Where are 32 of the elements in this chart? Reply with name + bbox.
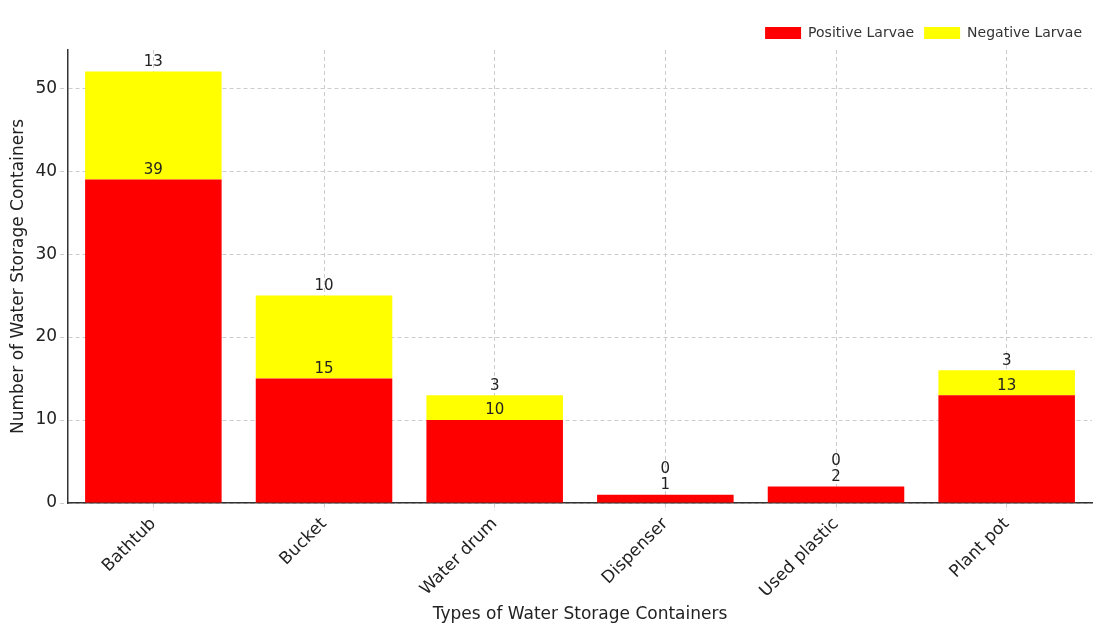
y-tick-label: 30 [35, 242, 58, 263]
data-label: 13 [997, 375, 1017, 394]
data-label: 2 [831, 466, 841, 485]
bar [255, 378, 393, 503]
data-label: 0 [831, 450, 841, 469]
data-label: 10 [485, 400, 505, 419]
bar [767, 486, 905, 503]
data-label: 3 [489, 375, 500, 394]
data-label: 39 [143, 159, 163, 178]
data-label: 10 [314, 275, 334, 294]
y-tick-label: 50 [35, 76, 58, 97]
bar [597, 494, 734, 503]
y-tick-label: 20 [35, 325, 58, 346]
data-label: 0 [660, 459, 671, 478]
bar [426, 420, 563, 503]
y-tick-label: 40 [35, 159, 58, 180]
bar [85, 179, 222, 503]
data-label: 15 [314, 358, 334, 377]
data-label: 1 [660, 475, 671, 494]
legend-label: Positive Larvae [808, 23, 915, 40]
bar [938, 395, 1075, 503]
y-tick-label: 10 [35, 408, 58, 429]
bar [938, 370, 1075, 396]
data-label: 13 [143, 51, 163, 70]
bar [85, 71, 222, 180]
x-axis-title: Types of Water Storage Containers [431, 603, 728, 624]
data-label: 3 [1001, 350, 1012, 369]
legend-label: Negative Larvae [967, 23, 1083, 40]
y-axis-title: Number of Water Storage Containers [6, 118, 27, 434]
bar [255, 295, 393, 379]
y-tick-label: 0 [46, 491, 58, 512]
bar [426, 395, 563, 421]
